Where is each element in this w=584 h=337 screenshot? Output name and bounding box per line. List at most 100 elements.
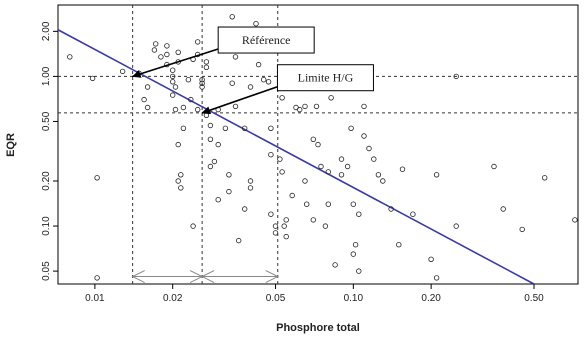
data-point bbox=[279, 95, 285, 101]
data-point bbox=[180, 125, 187, 131]
data-point bbox=[361, 133, 367, 139]
plot-frame bbox=[57, 4, 579, 285]
x-tick-label: 0.50 bbox=[524, 293, 544, 304]
data-point bbox=[215, 141, 221, 148]
data-point bbox=[226, 172, 232, 178]
data-point bbox=[241, 125, 248, 131]
y-tick-label: 1.00 bbox=[41, 66, 52, 86]
data-point bbox=[338, 172, 345, 178]
data-point bbox=[207, 136, 214, 142]
annotation-box bbox=[276, 64, 374, 92]
data-point bbox=[302, 103, 308, 110]
y-tick-label: 0.10 bbox=[41, 216, 52, 236]
y-tick-label: 2.00 bbox=[41, 21, 52, 41]
data-point bbox=[94, 275, 100, 281]
data-point bbox=[268, 211, 274, 217]
y-tick-label: 0.20 bbox=[41, 171, 52, 191]
data-point bbox=[172, 84, 179, 90]
data-point bbox=[491, 163, 497, 170]
data-point bbox=[226, 188, 232, 195]
data-point bbox=[247, 84, 254, 90]
data-point bbox=[371, 156, 377, 162]
x-tick-label: 0.02 bbox=[163, 293, 183, 304]
data-point bbox=[152, 41, 159, 47]
data-point bbox=[199, 80, 205, 86]
data-point bbox=[380, 178, 386, 184]
data-point bbox=[190, 223, 196, 229]
data-point bbox=[175, 178, 181, 184]
data-point bbox=[410, 211, 416, 217]
x-tick-label: 0.20 bbox=[421, 293, 441, 304]
data-point bbox=[318, 163, 324, 170]
data-point bbox=[325, 201, 331, 207]
data-point bbox=[203, 59, 210, 65]
data-point bbox=[151, 47, 158, 53]
range-arrow-head-left bbox=[201, 270, 215, 283]
y-axis-title: EQR bbox=[5, 133, 17, 157]
data-point bbox=[241, 206, 248, 212]
data-point bbox=[453, 223, 459, 229]
data-point bbox=[356, 211, 362, 217]
x-tick-label: 0.01 bbox=[85, 293, 105, 304]
data-point bbox=[194, 106, 201, 113]
data-point bbox=[261, 76, 267, 83]
data-point bbox=[325, 169, 331, 175]
data-point bbox=[277, 156, 283, 162]
data-point bbox=[247, 178, 254, 184]
data-point bbox=[229, 14, 235, 20]
range-arrow-head-right bbox=[265, 270, 279, 283]
x-axis: 0.01 0.02 0.05 0.10 0.20 0.50 bbox=[85, 284, 544, 304]
data-point bbox=[194, 39, 201, 45]
data-point bbox=[302, 178, 308, 184]
data-point bbox=[396, 241, 402, 248]
data-point bbox=[375, 172, 382, 178]
data-point bbox=[188, 96, 194, 103]
data-point bbox=[356, 268, 362, 274]
data-point bbox=[388, 206, 394, 212]
data-point bbox=[175, 49, 181, 55]
annotation-box bbox=[217, 26, 315, 54]
data-point bbox=[232, 103, 239, 110]
data-point bbox=[144, 104, 151, 111]
data-point bbox=[141, 96, 147, 103]
x-tick-label: 0.05 bbox=[266, 293, 286, 304]
data-point bbox=[199, 76, 205, 83]
data-point bbox=[268, 151, 274, 158]
data-point bbox=[232, 54, 239, 60]
y-axis: 0.05 0.10 0.20 0.50 1.00 2.00 bbox=[41, 21, 58, 281]
data-point bbox=[144, 84, 151, 90]
data-point bbox=[272, 223, 279, 229]
data-point bbox=[366, 145, 372, 152]
data-point bbox=[304, 201, 310, 207]
data-point bbox=[433, 275, 440, 281]
y-tick-label: 0.05 bbox=[41, 261, 52, 281]
data-point bbox=[350, 201, 356, 207]
data-point bbox=[344, 163, 351, 170]
data-point bbox=[203, 64, 210, 70]
annotation-arrow bbox=[131, 48, 219, 78]
data-point bbox=[178, 172, 184, 178]
data-point bbox=[328, 95, 334, 101]
data-point bbox=[164, 51, 170, 58]
data-point bbox=[332, 262, 338, 268]
x-tick-label: 0.10 bbox=[344, 293, 364, 304]
data-point bbox=[310, 136, 316, 142]
annotation-label: Référence bbox=[242, 33, 291, 47]
data-point bbox=[265, 79, 272, 85]
data-point bbox=[199, 84, 205, 90]
data-point bbox=[203, 112, 210, 118]
data-point bbox=[352, 241, 359, 248]
range-arrows bbox=[131, 270, 279, 283]
data-point bbox=[289, 192, 295, 199]
data-point bbox=[169, 79, 176, 85]
data-point bbox=[313, 103, 320, 110]
data-point bbox=[164, 43, 170, 49]
data-point bbox=[89, 75, 96, 82]
data-point bbox=[281, 223, 287, 229]
data-point bbox=[158, 54, 164, 60]
data-point bbox=[283, 233, 289, 240]
data-point bbox=[169, 73, 176, 80]
data-point bbox=[542, 175, 548, 181]
data-point bbox=[297, 106, 303, 113]
